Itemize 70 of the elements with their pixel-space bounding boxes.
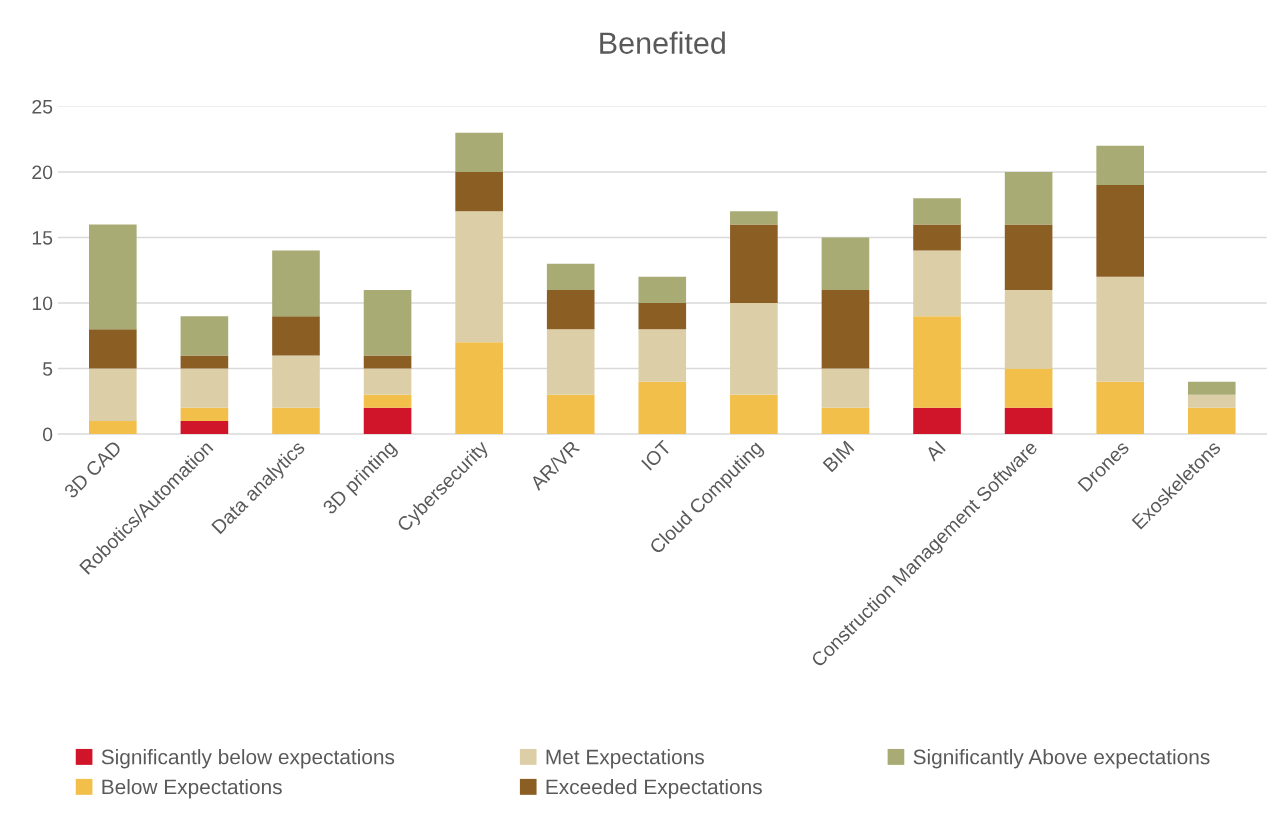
bar (913, 407, 961, 435)
bar (180, 420, 229, 435)
bar (913, 224, 961, 251)
bar (1096, 276, 1144, 382)
bar (730, 394, 778, 435)
bar (1004, 224, 1053, 290)
bar (1004, 289, 1053, 369)
bar (1187, 381, 1236, 395)
y-tick-label: 25 (32, 99, 53, 114)
bar (730, 224, 778, 304)
legend-label: Met Expectations (546, 749, 704, 769)
y-tick-label: 15 (32, 231, 53, 245)
bar (1004, 368, 1053, 408)
bar (546, 394, 595, 435)
bar (180, 407, 229, 421)
bar (821, 289, 870, 369)
y-tick-label: 20 (32, 165, 53, 180)
x-tick-label: AI (924, 440, 946, 462)
bar (180, 355, 229, 369)
bar (180, 316, 229, 356)
bar (821, 237, 870, 290)
bar (89, 420, 137, 435)
bar (272, 355, 320, 408)
bar (638, 303, 687, 330)
bar (1096, 145, 1144, 186)
legend-label: Below Expectations (102, 779, 282, 799)
bar (638, 381, 687, 435)
bar (730, 303, 778, 395)
bar (363, 394, 412, 408)
bar (821, 368, 870, 408)
bar (546, 329, 595, 395)
bar (363, 368, 412, 395)
chart-title: Benefited (600, 31, 725, 54)
bar (89, 329, 137, 369)
y-tick-label: 0 (42, 427, 53, 442)
bar (1096, 185, 1144, 277)
y-tick-label: 10 (32, 296, 53, 311)
x-tick-label: IOT (641, 439, 673, 471)
y-tick-label: 5 (42, 362, 53, 376)
bar (363, 289, 412, 356)
bar (455, 171, 503, 212)
legend-label: Significantly Above expectations (913, 749, 1210, 769)
bar (546, 263, 595, 290)
bar (730, 211, 778, 225)
bar (1004, 171, 1053, 225)
bar (821, 407, 870, 435)
bar (363, 355, 412, 369)
bar (455, 211, 503, 343)
legend-label: Significantly below expectations (101, 749, 395, 769)
bar (546, 289, 595, 330)
bar (1187, 394, 1236, 408)
bar (272, 316, 320, 356)
bar (89, 224, 137, 330)
bar (272, 407, 320, 435)
bar (913, 250, 961, 317)
x-tick-label: BIM (822, 440, 855, 473)
bar (180, 368, 229, 408)
bar (1187, 407, 1236, 435)
bar (638, 276, 687, 304)
legend-label: Exceeded Expectations (546, 779, 762, 799)
bar (638, 329, 687, 382)
bar (913, 316, 961, 408)
bar (272, 250, 320, 317)
bar (1004, 407, 1053, 435)
bar (455, 342, 503, 435)
bar (1096, 381, 1144, 435)
bar (89, 368, 137, 421)
bar (363, 407, 412, 435)
bar (913, 198, 961, 225)
bar (455, 132, 503, 172)
